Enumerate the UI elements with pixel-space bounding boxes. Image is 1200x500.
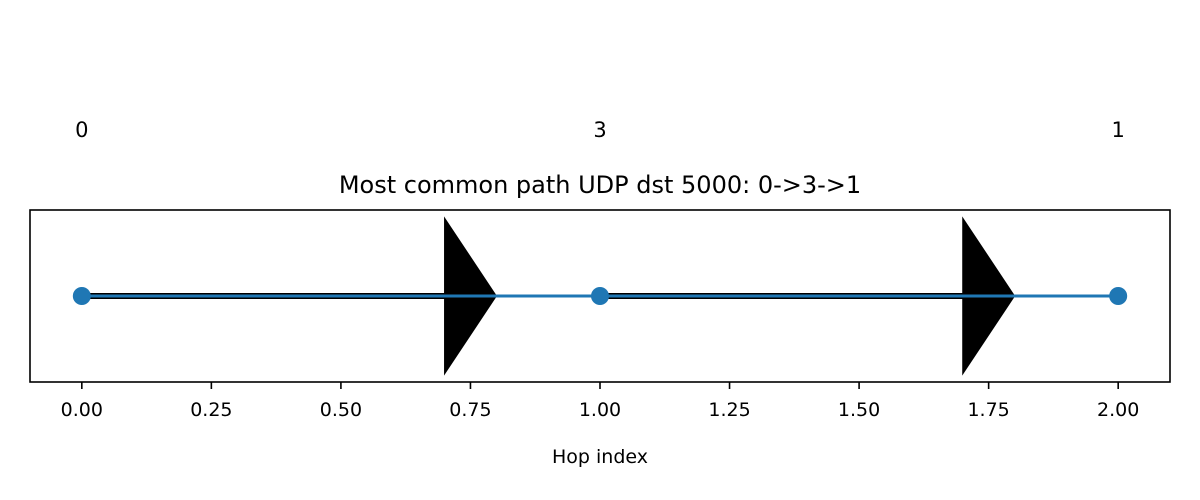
x-tick-label: 1.25: [708, 399, 750, 421]
x-tick-label: 1.75: [967, 399, 1009, 421]
node-label: 0: [75, 118, 88, 142]
node-label: 1: [1111, 118, 1124, 142]
x-axis: 0.00 0.25 0.50 0.75 1.00 1.25 1.50 1.75 2.00: [61, 382, 1139, 421]
x-tick-label: 0.00: [61, 399, 103, 421]
x-tick-label: 0.25: [190, 399, 232, 421]
x-tick-label: 0.75: [449, 399, 491, 421]
data-point: [591, 287, 609, 305]
node-label: 3: [593, 118, 606, 142]
x-axis-label: Hop index: [552, 446, 648, 468]
data-point: [72, 287, 91, 305]
x-tick-label: 1.00: [579, 399, 621, 421]
data-point: [1109, 287, 1128, 305]
plot-area: [29, 209, 1171, 383]
x-tick-label: 2.00: [1097, 399, 1139, 421]
x-tick-label: 0.50: [320, 399, 362, 421]
x-tick-label: 1.50: [838, 399, 880, 421]
chart-title: Most common path UDP dst 5000: 0->3->1: [339, 171, 861, 199]
